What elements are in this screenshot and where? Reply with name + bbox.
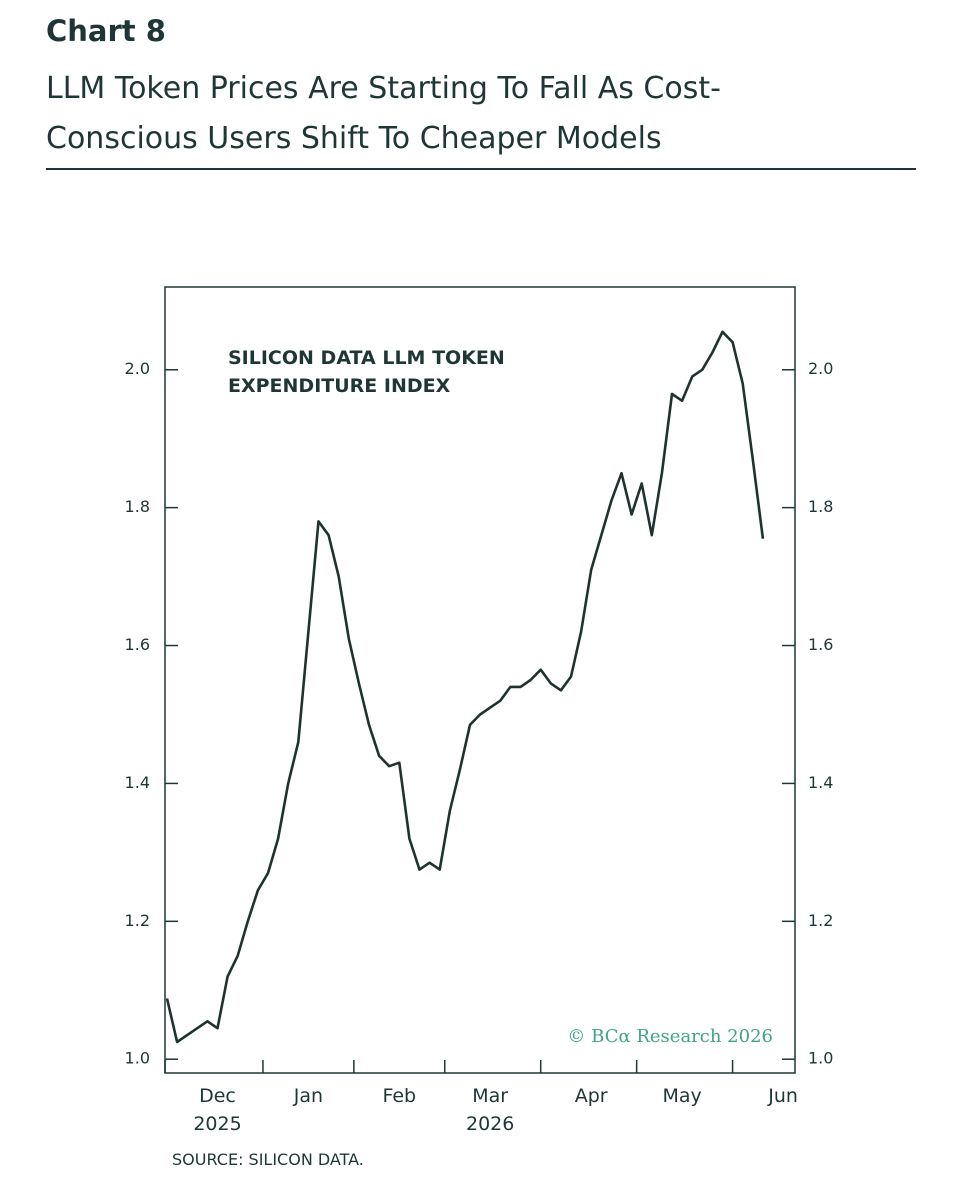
y2-tick-label: 1.6 [808,635,833,654]
title: LLM Token Prices Are Starting To Fall As… [46,71,721,156]
plot-frame [164,286,796,1074]
x-tick-label: Jan [293,1085,324,1107]
line-series [165,330,765,1044]
header: Chart 8 [46,14,166,48]
source: SOURCE: SILICON DATA. [172,1150,364,1169]
y-tick-label: 1.0 [125,1049,150,1068]
annotation: SILICON DATA LLM TOKEN EXPENDITURE INDEX [228,347,505,397]
y2-tick-label: 1.0 [808,1049,833,1068]
y2-tick-label: 1.8 [808,497,833,516]
y2-tick-label: 2.0 [808,359,833,378]
y-tick-label: 1.8 [125,497,150,516]
x-tick-label: Feb [382,1085,417,1107]
rule [46,168,916,170]
y-tick-label: 2.0 [125,359,150,378]
y-tick-label: 1.4 [125,773,150,792]
x-tick-label: Apr [574,1085,608,1107]
x-tick-label: Mar 2026 [466,1085,515,1135]
y2-tick-label: 1.4 [808,773,833,792]
y-tick-label: 1.6 [125,635,150,654]
x-tick-label: May [662,1085,702,1107]
credit: © BCα Research 2026 [567,1026,773,1047]
x-tick-label: Jun [768,1085,798,1107]
x-tick-label: Dec 2025 [193,1085,242,1135]
y2-tick-label: 1.2 [808,911,833,930]
y-tick-label: 1.2 [125,911,150,930]
